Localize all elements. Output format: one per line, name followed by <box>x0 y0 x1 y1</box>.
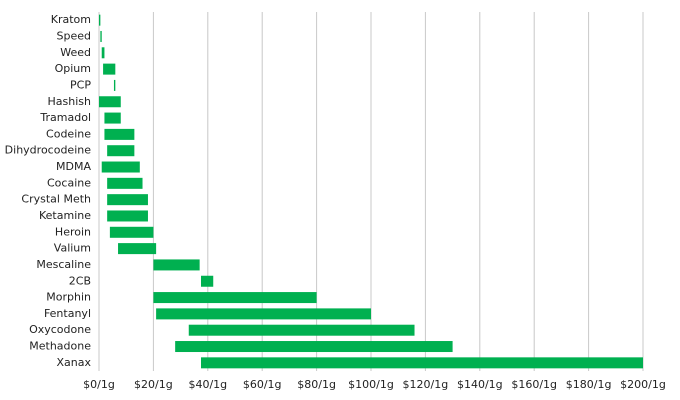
bar <box>113 79 116 91</box>
x-tick-label: $60/1g <box>243 378 282 391</box>
bar <box>153 292 317 304</box>
y-tick-label: Hashish <box>48 95 92 108</box>
bar <box>104 112 121 124</box>
x-tick-label: $0/1g <box>83 378 115 391</box>
bar <box>153 259 200 271</box>
y-tick-label: Mescaline <box>36 258 91 271</box>
bar <box>201 357 643 369</box>
bar <box>107 194 148 206</box>
bar <box>201 275 214 287</box>
bar <box>101 161 140 173</box>
y-tick-label: Xanax <box>57 356 92 369</box>
y-tick-label: Valium <box>54 242 91 255</box>
x-tick-label: $40/1g <box>188 378 227 391</box>
bar <box>175 341 453 353</box>
x-tick-label: $200/1g <box>620 378 666 391</box>
bar <box>156 308 371 320</box>
x-tick-label: $180/1g <box>566 378 612 391</box>
y-tick-label: 2CB <box>69 274 91 287</box>
y-tick-label: Speed <box>57 29 91 42</box>
bar <box>188 324 415 336</box>
y-tick-label: Dihydrocodeine <box>5 144 92 157</box>
y-tick-label: Heroin <box>55 225 91 238</box>
x-tick-label: $120/1g <box>403 378 449 391</box>
bar <box>99 14 101 26</box>
bar <box>101 47 105 59</box>
y-tick-label: Opium <box>55 62 91 75</box>
bar <box>107 177 143 189</box>
bar <box>109 226 154 238</box>
y-tick-label: PCP <box>70 78 91 91</box>
x-tick-label: $80/1g <box>297 378 336 391</box>
y-tick-label: Morphin <box>46 291 91 304</box>
bar <box>103 63 116 75</box>
bar <box>99 96 121 108</box>
bar <box>118 243 157 255</box>
y-tick-label: Crystal Meth <box>21 193 91 206</box>
y-tick-label: Methadone <box>29 340 91 353</box>
bar <box>107 210 148 222</box>
bar <box>104 128 135 140</box>
x-tick-label: $20/1g <box>134 378 173 391</box>
y-tick-label: Kratom <box>51 13 91 26</box>
y-tick-label: Codeine <box>46 127 91 140</box>
x-tick-label: $140/1g <box>457 378 503 391</box>
y-tick-label: Cocaine <box>47 176 91 189</box>
y-tick-label: Tramadol <box>39 111 91 124</box>
y-tick-label: Ketamine <box>39 209 91 222</box>
y-tick-label: Oxycodone <box>29 323 91 336</box>
y-tick-label: MDMA <box>56 160 91 173</box>
y-tick-label: Weed <box>60 46 91 59</box>
x-tick-label: $160/1g <box>511 378 557 391</box>
y-tick-label: Fentanyl <box>44 307 91 320</box>
x-tick-label: $100/1g <box>348 378 394 391</box>
bar <box>100 30 102 42</box>
bar <box>107 145 135 157</box>
